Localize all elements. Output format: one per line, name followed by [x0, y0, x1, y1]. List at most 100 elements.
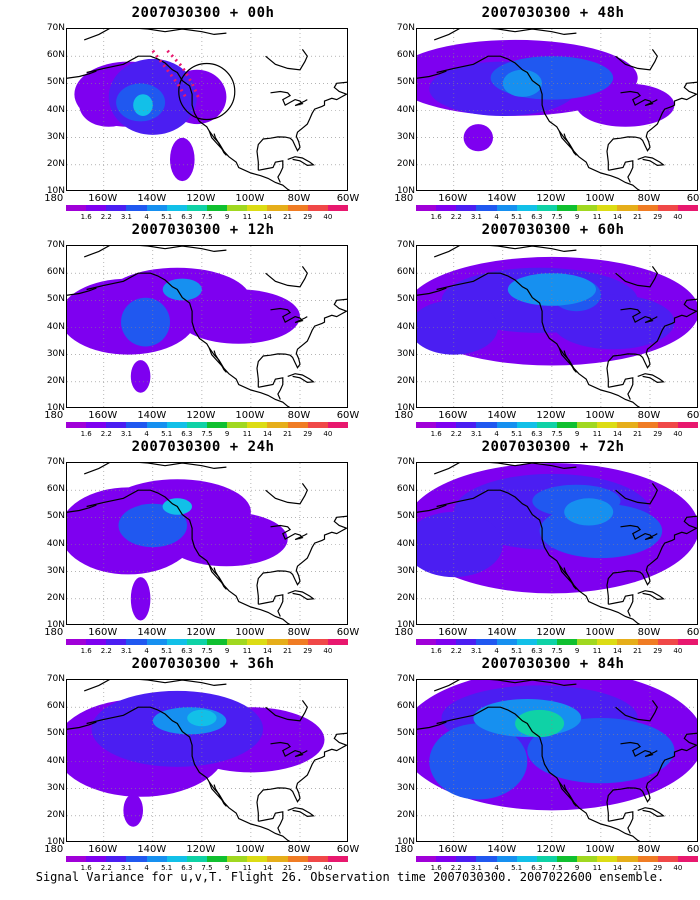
lon-tick-label: 100W — [235, 193, 265, 204]
lat-tick-label: 10N — [396, 403, 415, 413]
colorbar-segment — [556, 422, 578, 428]
colorbar-label: 29 — [653, 430, 663, 438]
lon-tick-label: 80W — [637, 627, 661, 638]
coastline — [606, 732, 697, 822]
colorbar-labels: 1.6 2.2 3.1 4 5.1 6.3 7.5 9 11 14 21 29 40 — [426, 213, 688, 223]
colorbar-segment — [206, 639, 228, 645]
lat-tick-label: 30N — [46, 782, 65, 793]
colorbar-segment — [516, 205, 537, 211]
coastline — [265, 700, 308, 722]
colorbar-label: 11 — [242, 430, 252, 438]
colorbar-label: 7.5 — [201, 647, 213, 655]
colorbar-labels: 1.6 2.2 3.1 4 5.1 6.3 7.5 9 11 14 21 29 40 — [76, 213, 338, 223]
coastline — [270, 524, 308, 541]
colorbar-label: 4 — [144, 430, 149, 438]
colorbar — [66, 639, 348, 645]
colorbar-segment — [287, 856, 308, 862]
colorbar-segment — [126, 422, 147, 428]
map-panel: 2007030300 + 72h 70N 60N 50N 40N 30N 20N 10N 180… — [383, 439, 700, 657]
colorbar-segment — [287, 639, 308, 645]
colorbar-label: 7.5 — [551, 430, 563, 438]
colorbar — [416, 856, 698, 862]
colorbar-label: 21 — [633, 430, 642, 438]
lat-tick-label: 40N — [396, 321, 415, 332]
colorbar-segment — [186, 422, 207, 428]
coastline — [615, 483, 658, 505]
colorbar-segment — [66, 639, 87, 645]
colorbar-segment — [577, 422, 598, 428]
colorbar-segment — [247, 205, 268, 211]
colorbar-segment — [456, 639, 477, 645]
coastline — [615, 266, 658, 288]
colorbar-label: 1.6 — [80, 647, 92, 655]
colorbar-segment — [66, 205, 87, 211]
lon-tick-label: 80W — [637, 844, 661, 855]
colorbar-label: 14 — [612, 647, 622, 655]
coastline — [436, 55, 641, 190]
lon-tick-label: 100W — [235, 627, 265, 638]
lon-tick-label: 100W — [585, 627, 615, 638]
colorbar-label: 21 — [633, 864, 642, 872]
lon-tick-label: 120W — [536, 627, 566, 638]
map-panel: 2007030300 + 60h 70N 60N 50N 40N 30N 20N 10N 180… — [383, 222, 700, 440]
lat-tick-label: 30N — [46, 565, 65, 576]
colorbar-segment — [436, 639, 457, 645]
colorbar-label: 7.5 — [201, 864, 213, 872]
colorbar-label: 1.6 — [80, 864, 92, 872]
panel-title: 2007030300 + 36h — [131, 656, 275, 672]
coastline — [637, 807, 665, 818]
lat-tick-label: 60N — [396, 50, 415, 61]
coastline — [208, 564, 227, 590]
coastline — [433, 463, 577, 475]
colorbar-segment — [327, 639, 348, 645]
variance-contour — [502, 69, 542, 97]
lon-tick-label: 100W — [235, 844, 265, 855]
lon-tick-label: 120W — [536, 410, 566, 421]
colorbar-label: 5.1 — [511, 864, 523, 872]
colorbar-segment — [597, 205, 618, 211]
colorbar-segment — [86, 422, 107, 428]
lat-tick-label: 20N — [396, 375, 415, 386]
lat-tick-label: 40N — [46, 104, 65, 115]
colorbar-label: 9 — [224, 213, 230, 221]
variance-contour — [118, 503, 188, 548]
colorbar-segment — [556, 639, 578, 645]
colorbar-segment — [307, 639, 328, 645]
variance-contour — [177, 289, 300, 344]
coastline — [620, 307, 658, 324]
colorbar-label: 29 — [303, 213, 313, 221]
colorbar-label: 2.2 — [100, 213, 112, 221]
colorbar-segment — [677, 856, 698, 862]
colorbar-label: 7.5 — [201, 430, 213, 438]
coastline — [86, 489, 291, 624]
map-area — [66, 28, 348, 191]
colorbar-segment — [496, 422, 517, 428]
coastline — [258, 377, 284, 400]
colorbar-segment — [577, 639, 598, 645]
colorbar-label: 7.5 — [551, 213, 563, 221]
coastline — [256, 515, 347, 605]
map-svg — [67, 29, 347, 190]
colorbar-label: 2.2 — [100, 647, 112, 655]
lon-tick-label: 140W — [487, 627, 517, 638]
colorbar-segment — [436, 422, 457, 428]
lat-tick-label: 10N — [396, 837, 415, 847]
colorbar-label: 29 — [303, 430, 313, 438]
coastline — [287, 807, 315, 818]
coastline — [67, 70, 97, 79]
colorbar-label: 5.1 — [161, 213, 173, 221]
coastline — [270, 741, 308, 758]
map-area — [416, 28, 698, 191]
lon-tick-label: 140W — [137, 193, 167, 204]
colorbar — [66, 856, 348, 862]
lon-tick-label: 80W — [287, 844, 311, 855]
coastline — [258, 594, 284, 617]
lat-tick-label: 30N — [46, 131, 65, 142]
colorbar-segment — [516, 856, 537, 862]
coastline — [620, 741, 658, 758]
colorbar-label: 29 — [653, 213, 663, 221]
colorbar-segment — [436, 205, 457, 211]
colorbar-segment — [86, 639, 107, 645]
colorbar-segment — [327, 856, 348, 862]
panel-title: 2007030300 + 72h — [481, 439, 625, 455]
